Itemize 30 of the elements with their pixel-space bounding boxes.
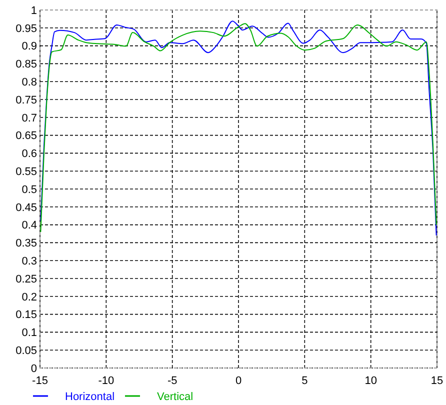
y-tick-label: 0.25: [16, 273, 37, 286]
y-tick-label: 0.6: [22, 148, 37, 160]
x-tick-label: -5: [167, 375, 178, 387]
y-tick-label: 0.1: [22, 327, 37, 340]
y-tick-label: 0.55: [16, 166, 37, 178]
y-tick-label: 0.75: [16, 94, 37, 106]
legend-label: Horizontal: [65, 391, 115, 403]
y-tick-label: 0.8: [22, 76, 37, 88]
y-tick-label: 1: [30, 4, 37, 17]
y-tick-label: 0.3: [22, 255, 37, 268]
legend-label: Vertical: [157, 391, 194, 403]
y-tick-label: 0.2: [22, 291, 37, 304]
y-tick-label: 0.9: [22, 40, 37, 53]
x-tick-label: -15: [32, 375, 48, 387]
y-tick-label: 0.15: [16, 309, 37, 322]
y-tick-label: 0.45: [16, 202, 37, 214]
y-tick-label: 0.4: [22, 220, 37, 232]
y-tick-label: 0.7: [22, 112, 37, 124]
x-tick-label: 10: [364, 375, 377, 387]
x-tick-label: 5: [302, 375, 308, 387]
y-tick-label: 0.95: [16, 22, 37, 35]
x-tick-label: -10: [98, 375, 114, 387]
x-tick-label: 15: [430, 375, 444, 387]
y-tick-label: 0.05: [16, 344, 37, 357]
y-tick-label: 0.5: [22, 184, 37, 196]
y-tick-label: 0.65: [16, 130, 37, 142]
x-tick-label: 0: [235, 375, 242, 387]
y-tick-label: 0.35: [16, 238, 37, 250]
y-tick-label: 0: [30, 362, 37, 375]
y-tick-label: 0.85: [16, 58, 37, 71]
